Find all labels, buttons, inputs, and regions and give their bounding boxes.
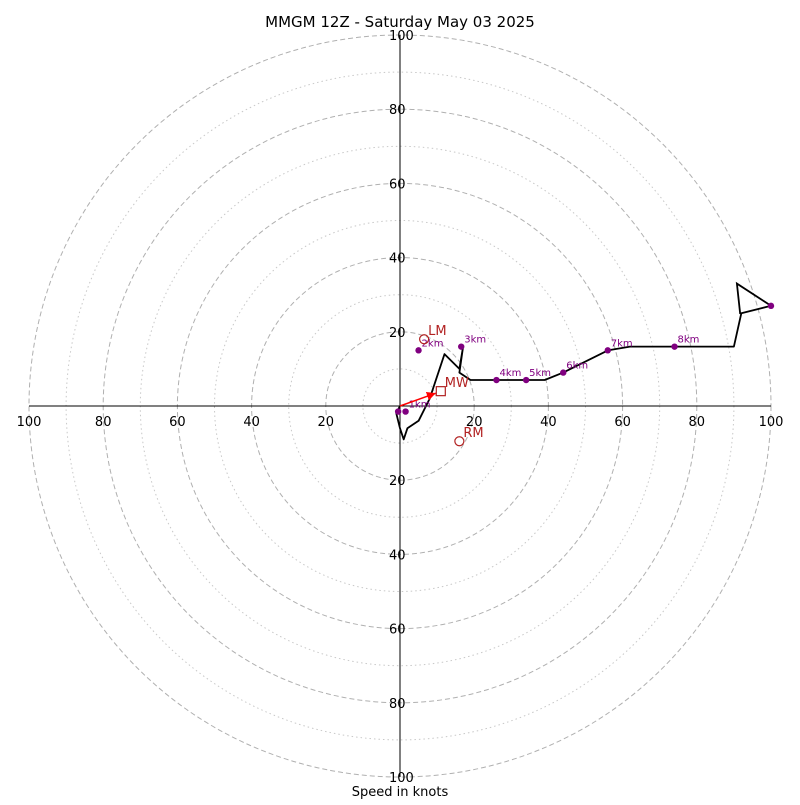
y-tick-label: 80 <box>389 697 406 712</box>
y-tick-label: 100 <box>389 29 414 44</box>
y-tick-label: 80 <box>389 103 406 118</box>
hodograph-trace-group <box>395 281 772 441</box>
x-tick-label: 40 <box>540 415 557 430</box>
storm-motion-label: RM <box>463 426 483 441</box>
height-marker <box>458 343 465 350</box>
x-tick-label: 60 <box>169 415 186 430</box>
x-tick-label: 20 <box>466 415 483 430</box>
mean-wind-arrow <box>399 391 437 407</box>
height-markers-group: 1km 2km 3km 4km 5km 6km 7km 8km <box>394 302 775 415</box>
x-tick-label: 20 <box>318 415 335 430</box>
height-marker-label: 8km <box>678 335 700 346</box>
height-marker-label: 7km <box>611 338 633 349</box>
wind-barb-line <box>735 281 772 315</box>
mean-wind-marker <box>435 386 446 397</box>
tick-labels: 100 80 60 40 20 20 40 60 80 100 100 80 60 40 20 20 40 60 8… <box>17 29 784 786</box>
height-marker <box>604 347 611 354</box>
height-marker-label: 6km <box>566 361 588 372</box>
y-tick-label: 60 <box>389 177 406 192</box>
height-marker-label: 4km <box>499 368 521 379</box>
height-marker <box>560 369 567 376</box>
left-mover-marker <box>419 334 430 345</box>
x-tick-label: 100 <box>17 415 42 430</box>
x-tick-label: 60 <box>614 415 631 430</box>
height-marker <box>493 376 500 384</box>
height-marker <box>671 343 678 350</box>
height-marker-label: 2km <box>422 338 444 349</box>
y-tick-label: 20 <box>389 326 406 341</box>
x-tick-label: 40 <box>243 415 260 430</box>
height-marker <box>402 408 409 415</box>
x-tick-label: 100 <box>759 415 784 430</box>
storm-motion-label: MW <box>445 376 469 391</box>
hodograph-line <box>395 304 772 441</box>
height-marker-label: 3km <box>464 335 486 346</box>
height-marker <box>767 302 775 310</box>
height-marker-label: 1km <box>409 400 431 411</box>
storm-motion-label: LM <box>428 324 446 339</box>
x-tick-label: 80 <box>689 415 706 430</box>
x-tick-label: 80 <box>95 415 112 430</box>
y-tick-label: 60 <box>389 623 406 638</box>
x-axis-label: Speed in knots <box>352 785 449 800</box>
right-mover-marker <box>454 436 465 447</box>
height-marker <box>522 376 530 384</box>
y-tick-label: 40 <box>389 252 406 267</box>
chart-title: MMGM 12Z - Saturday May 03 2025 <box>265 13 535 31</box>
height-marker-label: 5km <box>529 368 551 379</box>
height-marker <box>394 408 402 415</box>
height-marker <box>415 347 422 354</box>
y-tick-label: 40 <box>389 548 406 563</box>
y-tick-label: 20 <box>389 474 406 489</box>
y-tick-label: 100 <box>389 771 414 786</box>
storm-motion-group: LM RM MW <box>399 324 484 447</box>
